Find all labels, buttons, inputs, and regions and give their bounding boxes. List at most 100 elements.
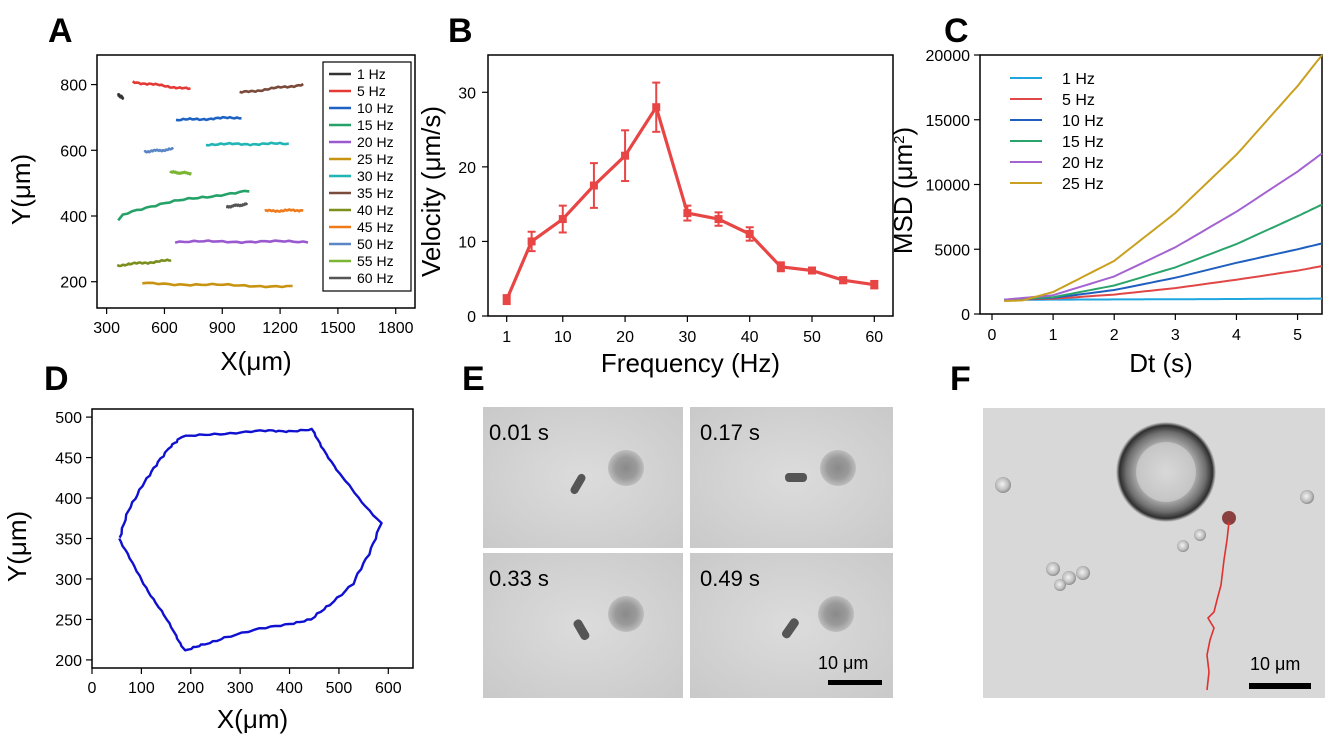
y-tick-label-b: 20 xyxy=(458,160,476,177)
x-tick-label-b: 20 xyxy=(616,329,634,346)
legend-label-c: 20 Hz xyxy=(1062,155,1104,172)
trajectory-line xyxy=(117,189,250,222)
x-tick-label-d: 400 xyxy=(276,680,303,697)
time-label-2: 0.17 s xyxy=(700,420,760,445)
msd-curve xyxy=(1004,203,1323,301)
y-axis-label-c-main: MSD (μm xyxy=(888,144,918,254)
chart-d-hexagon-path: 0 100 200 300 400 500 600 200 250 300 350 400 450 500… xyxy=(2,408,414,734)
x-tick-label-d: 200 xyxy=(177,680,204,697)
time-label-3: 0.33 s xyxy=(489,566,549,591)
plot-frame-a xyxy=(96,54,416,309)
x-tick-label-c: 5 xyxy=(1293,327,1302,344)
velocity-line xyxy=(505,105,875,301)
x-tick-label-a: 300 xyxy=(93,320,120,337)
y-tick-label-d: 350 xyxy=(55,532,82,549)
x-tick-label-d: 600 xyxy=(375,680,402,697)
y-axis-label-c: MSD (μm2) xyxy=(888,127,918,254)
data-point xyxy=(527,237,536,246)
data-point xyxy=(839,276,848,285)
x-tick-label-b: 50 xyxy=(803,329,821,346)
y-tick-label-a: 800 xyxy=(60,78,87,95)
x-tick-label-d: 500 xyxy=(326,680,353,697)
legend-label-a: 50 Hz xyxy=(357,236,394,252)
legend-label-c: 1 Hz xyxy=(1062,71,1095,88)
y-tick-label-a: 600 xyxy=(60,143,87,160)
x-tick-label-c: 0 xyxy=(988,327,997,344)
legend-label-a: 25 Hz xyxy=(357,151,394,167)
x-tick-label-a: 600 xyxy=(151,320,178,337)
y-tick-label-a: 200 xyxy=(60,275,87,292)
x-tick-label-c: 1 xyxy=(1049,327,1058,344)
y-axis-label-b: Velocity (μm/s) xyxy=(416,106,446,277)
y-tick-label-d: 500 xyxy=(55,410,82,427)
x-tick-label-b: 60 xyxy=(865,329,883,346)
x-tick-label-b: 40 xyxy=(741,329,759,346)
x-tick-label-d: 300 xyxy=(227,680,254,697)
trajectory-line xyxy=(142,281,293,289)
x-tick-label-d: 0 xyxy=(88,680,97,697)
x-tick-label-a: 1500 xyxy=(320,320,356,337)
plot-frame-b xyxy=(487,54,894,317)
panel-letter-d: D xyxy=(44,360,69,398)
x-axis-label-a: X(μm) xyxy=(220,346,291,376)
y-axis-label-a: Y(μm) xyxy=(6,154,36,225)
panel-f-micrograph: 10 μm xyxy=(983,408,1325,698)
data-point xyxy=(558,215,567,224)
y-tick-label-b: 10 xyxy=(458,234,476,251)
x-tick-label-b: 1 xyxy=(502,329,511,346)
legend-label-a: 15 Hz xyxy=(357,117,394,133)
x-tick-label-c: 4 xyxy=(1232,327,1241,344)
trajectory-line xyxy=(131,80,191,91)
y-tick-label-d: 300 xyxy=(55,572,82,589)
trajectory-line xyxy=(117,93,125,100)
msd-curve xyxy=(1004,152,1323,301)
legend-label-a: 60 Hz xyxy=(357,270,394,286)
x-tick-label-a: 1200 xyxy=(262,320,298,337)
y-axis-label-c-end: ) xyxy=(888,127,918,136)
x-tick-label-a: 1800 xyxy=(378,320,414,337)
y-tick-label-c: 5000 xyxy=(934,242,970,259)
data-point xyxy=(652,103,661,112)
data-point xyxy=(714,215,723,224)
trajectory-line xyxy=(239,82,304,94)
legend-label-a: 45 Hz xyxy=(357,219,394,235)
micrograph-frame-1: 0.01 s xyxy=(483,407,683,548)
x-tick-label-b: 10 xyxy=(554,329,572,346)
data-point xyxy=(589,181,598,190)
hexagon-trajectory xyxy=(118,427,383,652)
panel-letter-e: E xyxy=(462,360,485,398)
time-label-1: 0.01 s xyxy=(489,420,549,445)
trajectory-line xyxy=(225,202,249,209)
data-point xyxy=(776,262,785,271)
y-tick-label-c: 10000 xyxy=(926,178,971,195)
y-tick-label-d: 450 xyxy=(55,451,82,468)
x-tick-label-c: 3 xyxy=(1171,327,1180,344)
scale-bar-f xyxy=(1249,683,1311,689)
legend-label-a: 20 Hz xyxy=(357,134,394,150)
data-point xyxy=(683,209,692,218)
y-tick-label-d: 200 xyxy=(55,653,82,670)
x-tick-label-b: 30 xyxy=(678,329,696,346)
data-point xyxy=(502,295,511,304)
panel-e-micrographs: 0.01 s 0.17 s 0.33 s 0.49 s 10 μm xyxy=(483,407,893,698)
x-axis-label-d: X(μm) xyxy=(217,704,288,734)
trajectory-line xyxy=(116,258,172,268)
trajectory-line xyxy=(169,170,192,176)
chart-b-velocity: 1 10 20 30 40 50 60 0 10 20 30 Frequency (Hz) Veloci… xyxy=(416,54,894,378)
y-tick-label-b: 0 xyxy=(467,309,476,326)
legend-label-a: 40 Hz xyxy=(357,202,394,218)
time-label-4: 0.49 s xyxy=(700,566,760,591)
y-tick-label-c: 15000 xyxy=(926,113,971,130)
x-tick-label-a: 900 xyxy=(209,320,236,337)
panel-letter-b: B xyxy=(448,12,473,50)
trajectory-line xyxy=(174,239,309,245)
trajectory-path xyxy=(1206,521,1230,691)
data-point xyxy=(808,266,816,275)
data-point xyxy=(870,280,879,289)
trajectory-line xyxy=(143,147,175,154)
micrograph-frame-2: 0.17 s xyxy=(690,407,893,548)
y-tick-label-c: 20000 xyxy=(926,48,971,65)
trajectory-line xyxy=(205,141,290,147)
scale-bar-label-e: 10 μm xyxy=(818,653,868,673)
